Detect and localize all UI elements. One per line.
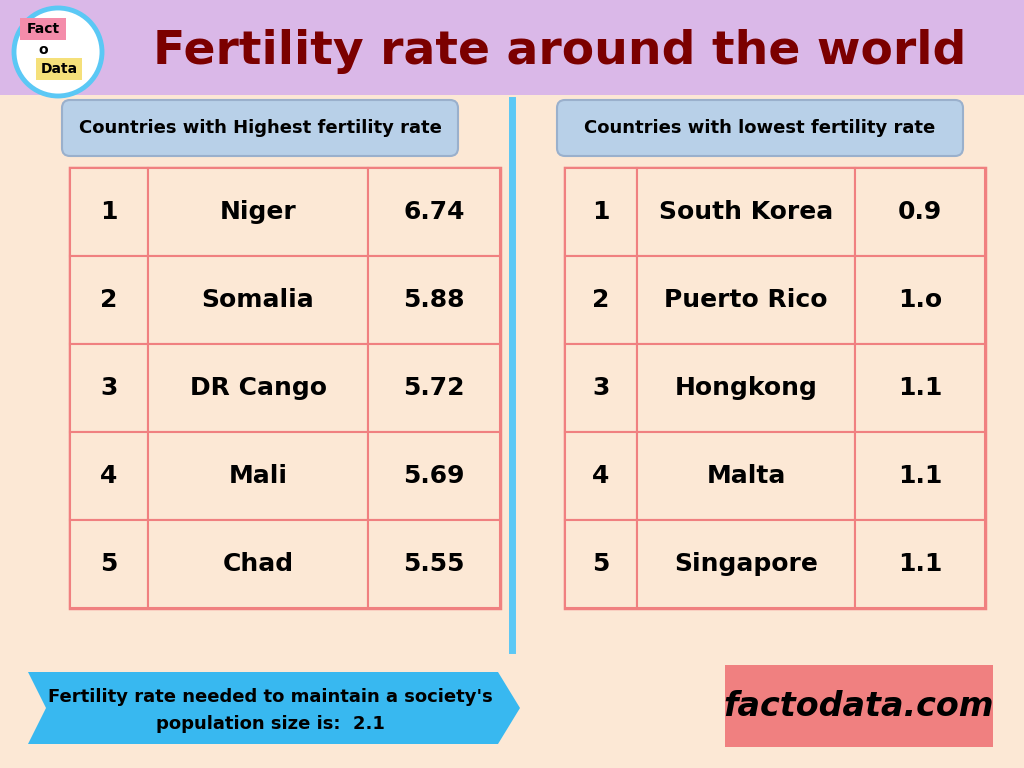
FancyBboxPatch shape xyxy=(368,344,500,432)
FancyBboxPatch shape xyxy=(637,344,855,432)
Circle shape xyxy=(14,8,102,96)
FancyBboxPatch shape xyxy=(855,432,985,520)
Text: factodata.com: factodata.com xyxy=(724,690,994,723)
Text: 0.9: 0.9 xyxy=(898,200,942,224)
FancyBboxPatch shape xyxy=(36,58,82,80)
FancyBboxPatch shape xyxy=(855,168,985,256)
Text: Countries with lowest fertility rate: Countries with lowest fertility rate xyxy=(585,119,936,137)
FancyBboxPatch shape xyxy=(565,344,637,432)
Text: Fertility rate around the world: Fertility rate around the world xyxy=(154,29,967,74)
Text: o: o xyxy=(38,43,48,57)
Polygon shape xyxy=(498,672,520,744)
Text: Countries with Highest fertility rate: Countries with Highest fertility rate xyxy=(79,119,441,137)
Text: Chad: Chad xyxy=(222,552,294,576)
Text: 4: 4 xyxy=(100,464,118,488)
Text: 1: 1 xyxy=(592,200,609,224)
Text: Data: Data xyxy=(40,62,78,76)
FancyBboxPatch shape xyxy=(637,256,855,344)
FancyBboxPatch shape xyxy=(368,168,500,256)
Text: 5.72: 5.72 xyxy=(403,376,465,400)
FancyBboxPatch shape xyxy=(565,520,637,608)
Text: 5: 5 xyxy=(100,552,118,576)
Text: 1: 1 xyxy=(100,200,118,224)
Text: South Korea: South Korea xyxy=(658,200,834,224)
FancyBboxPatch shape xyxy=(637,432,855,520)
FancyBboxPatch shape xyxy=(148,256,368,344)
FancyBboxPatch shape xyxy=(637,520,855,608)
Text: 1.1: 1.1 xyxy=(898,552,942,576)
Text: Malta: Malta xyxy=(707,464,785,488)
Text: Puerto Rico: Puerto Rico xyxy=(665,288,827,312)
FancyBboxPatch shape xyxy=(855,256,985,344)
Text: 6.74: 6.74 xyxy=(403,200,465,224)
FancyBboxPatch shape xyxy=(557,100,963,156)
FancyBboxPatch shape xyxy=(368,432,500,520)
Text: 5.69: 5.69 xyxy=(403,464,465,488)
Text: Fact: Fact xyxy=(27,22,59,36)
Text: Singapore: Singapore xyxy=(674,552,818,576)
FancyBboxPatch shape xyxy=(70,168,148,256)
FancyBboxPatch shape xyxy=(70,168,500,608)
FancyBboxPatch shape xyxy=(62,100,458,156)
Text: 1.1: 1.1 xyxy=(898,464,942,488)
Text: DR Cango: DR Cango xyxy=(189,376,327,400)
Text: Niger: Niger xyxy=(219,200,296,224)
FancyBboxPatch shape xyxy=(637,168,855,256)
Text: Fertility rate needed to maintain a society's: Fertility rate needed to maintain a soci… xyxy=(48,688,493,707)
FancyBboxPatch shape xyxy=(565,432,637,520)
FancyBboxPatch shape xyxy=(725,665,993,747)
FancyBboxPatch shape xyxy=(565,168,985,608)
FancyBboxPatch shape xyxy=(565,168,637,256)
FancyBboxPatch shape xyxy=(148,432,368,520)
Polygon shape xyxy=(28,672,46,744)
Text: 2: 2 xyxy=(100,288,118,312)
FancyBboxPatch shape xyxy=(148,520,368,608)
FancyBboxPatch shape xyxy=(148,168,368,256)
Text: Mali: Mali xyxy=(228,464,288,488)
FancyBboxPatch shape xyxy=(855,344,985,432)
Text: 5.88: 5.88 xyxy=(403,288,465,312)
Text: 5.55: 5.55 xyxy=(403,552,465,576)
FancyBboxPatch shape xyxy=(20,18,66,40)
FancyBboxPatch shape xyxy=(0,0,1024,95)
FancyBboxPatch shape xyxy=(565,256,637,344)
FancyBboxPatch shape xyxy=(28,672,498,744)
FancyBboxPatch shape xyxy=(70,256,148,344)
FancyBboxPatch shape xyxy=(70,432,148,520)
Text: Hongkong: Hongkong xyxy=(675,376,817,400)
FancyBboxPatch shape xyxy=(368,256,500,344)
FancyBboxPatch shape xyxy=(368,520,500,608)
FancyBboxPatch shape xyxy=(70,344,148,432)
Text: 1.1: 1.1 xyxy=(898,376,942,400)
FancyBboxPatch shape xyxy=(70,520,148,608)
Text: 2: 2 xyxy=(592,288,609,312)
Text: 3: 3 xyxy=(592,376,609,400)
FancyBboxPatch shape xyxy=(855,520,985,608)
Text: Somalia: Somalia xyxy=(202,288,314,312)
FancyBboxPatch shape xyxy=(148,344,368,432)
Text: 3: 3 xyxy=(100,376,118,400)
Text: 1.o: 1.o xyxy=(898,288,942,312)
Text: population size is:  2.1: population size is: 2.1 xyxy=(156,715,384,733)
Text: 4: 4 xyxy=(592,464,609,488)
Text: 5: 5 xyxy=(592,552,609,576)
